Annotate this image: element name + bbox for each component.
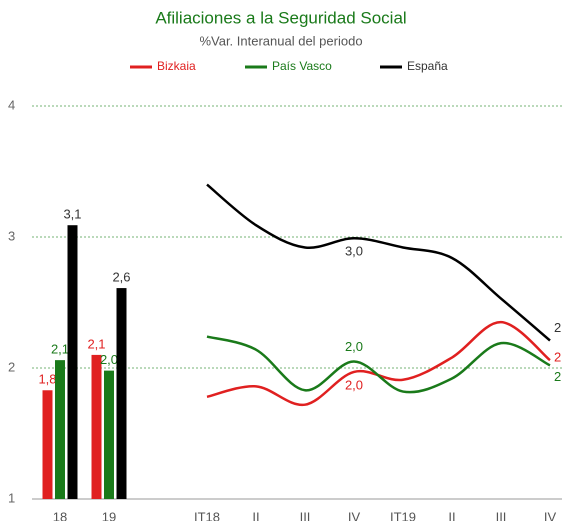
bar	[55, 360, 65, 499]
chart-title: Afiliaciones a la Seguridad Social	[155, 8, 406, 27]
x-tick-label: IV	[544, 509, 557, 521]
line	[206, 183, 551, 342]
bar	[91, 354, 102, 499]
data-label: 3,1	[63, 207, 81, 222]
bar	[42, 390, 53, 499]
x-tick-label: II	[252, 509, 259, 521]
data-label: 2,6	[112, 270, 130, 285]
x-tick-label: II	[448, 509, 455, 521]
data-label: 2,0	[345, 377, 363, 392]
data-label: 2,2	[554, 320, 562, 335]
data-label: 2,1	[554, 350, 562, 365]
y-tick-label: 2	[8, 359, 15, 374]
legend-label: Bizkaia	[157, 59, 196, 73]
data-label: 2,1	[51, 342, 69, 357]
x-tick-label: 18	[53, 509, 67, 521]
bar	[67, 225, 78, 499]
y-tick-label: 4	[8, 97, 15, 112]
x-tick-label: 19	[102, 509, 116, 521]
x-tick-label: IT18	[194, 509, 220, 521]
x-tick-label: IV	[348, 509, 361, 521]
chart-subtitle: %Var. Interanual del periodo	[199, 33, 362, 48]
data-label: 2,0	[100, 352, 118, 367]
x-tick-label: III	[300, 509, 311, 521]
bar	[116, 288, 127, 499]
legend-label: España	[407, 59, 448, 73]
line	[206, 320, 551, 406]
data-label: 3,0	[345, 244, 363, 259]
data-label: 1,8	[38, 372, 56, 387]
bar	[104, 370, 114, 499]
x-tick-label: IT19	[390, 509, 416, 521]
data-label: 2,0	[345, 339, 363, 354]
line	[206, 335, 551, 394]
data-label: 2,1	[87, 336, 105, 351]
y-tick-label: 1	[8, 490, 15, 505]
data-label: 2,0	[554, 369, 562, 384]
legend-label: País Vasco	[272, 59, 332, 73]
y-tick-label: 3	[8, 228, 15, 243]
x-tick-label: III	[496, 509, 507, 521]
